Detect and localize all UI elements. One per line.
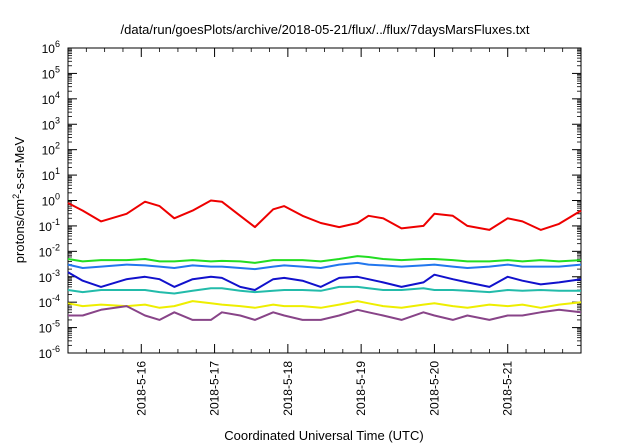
- y-axis-label-suffix: -s-sr-MeV: [12, 136, 27, 193]
- y-tick-label: 10-2: [39, 242, 60, 259]
- x-tick-label: 2018-5-21: [501, 361, 515, 416]
- y-tick-label-base: 10: [39, 347, 53, 361]
- data-series: [67, 199, 582, 321]
- x-axis-ticks: 2018-5-16 2018-5-17 2018-5-18 2018-5-19 2018…: [85, 48, 564, 416]
- y-tick-label-exponent: -6: [52, 344, 60, 354]
- y-tick-label-exponent: 3: [55, 115, 60, 125]
- y-tick-label-exponent: 2: [55, 141, 60, 151]
- series-line: [67, 261, 582, 271]
- y-tick-label-base: 10: [42, 195, 56, 209]
- y-tick-label-base: 10: [39, 245, 53, 259]
- y-axis-ticks: 10-610-510-410-310-210-11001011021031041…: [39, 39, 581, 361]
- y-tick-label: 105: [42, 64, 60, 81]
- y-tick-label: 10-5: [39, 319, 60, 336]
- y-tick-label-exponent: 4: [55, 90, 60, 100]
- y-tick-label-base: 10: [42, 118, 56, 132]
- y-tick-label-exponent: -3: [52, 268, 60, 278]
- y-tick-label-base: 10: [39, 296, 53, 310]
- y-tick-label-exponent: -2: [52, 242, 60, 252]
- y-tick-label: 103: [42, 115, 60, 132]
- y-tick-label-exponent: 0: [55, 192, 60, 202]
- x-axis-label: Coordinated Universal Time (UTC): [224, 428, 423, 443]
- series-line: [67, 255, 582, 264]
- x-tick-label: 2018-5-19: [354, 361, 368, 416]
- y-tick-label-base: 10: [39, 322, 53, 336]
- y-tick-label: 102: [42, 141, 60, 158]
- y-tick-label-exponent: -1: [52, 217, 60, 227]
- y-tick-label: 106: [42, 39, 60, 56]
- y-tick-label-exponent: -5: [52, 319, 60, 329]
- x-tick-label: 2018-5-20: [427, 361, 441, 416]
- y-tick-label-exponent: 5: [55, 64, 60, 74]
- y-tick-label-base: 10: [42, 93, 56, 107]
- chart-title: /data/run/goesPlots/archive/2018-05-21/f…: [121, 22, 530, 37]
- y-axis-label-sup: 2: [11, 194, 21, 199]
- series-line: [68, 305, 582, 321]
- series-line: [67, 271, 582, 291]
- y-axis-label: protons/cm2-s-sr-MeV: [11, 136, 27, 263]
- y-tick-label-base: 10: [42, 67, 56, 81]
- series-line: [67, 199, 582, 231]
- y-tick-label-exponent: -4: [52, 293, 60, 303]
- y-tick-label-base: 10: [42, 169, 56, 183]
- y-tick-label-base: 10: [39, 220, 53, 234]
- y-tick-label-exponent: 1: [55, 166, 60, 176]
- y-tick-label: 104: [42, 90, 60, 107]
- y-tick-label-base: 10: [42, 144, 56, 158]
- y-tick-label: 10-3: [39, 268, 60, 285]
- y-tick-label: 100: [42, 192, 60, 209]
- y-tick-label: 10-4: [39, 293, 60, 310]
- y-tick-label-base: 10: [42, 42, 56, 56]
- x-tick-label: 2018-5-18: [281, 361, 295, 416]
- y-tick-label-base: 10: [39, 271, 53, 285]
- series-line: [67, 285, 581, 295]
- y-axis-label-prefix: protons/cm: [12, 199, 27, 263]
- y-tick-label-exponent: 6: [55, 39, 60, 49]
- x-tick-label: 2018-5-17: [208, 361, 222, 416]
- y-tick-label: 10-6: [39, 344, 60, 361]
- series-line: [67, 300, 582, 309]
- y-tick-label: 101: [42, 166, 60, 183]
- x-tick-label: 2018-5-16: [134, 361, 148, 416]
- y-tick-label: 10-1: [39, 217, 60, 234]
